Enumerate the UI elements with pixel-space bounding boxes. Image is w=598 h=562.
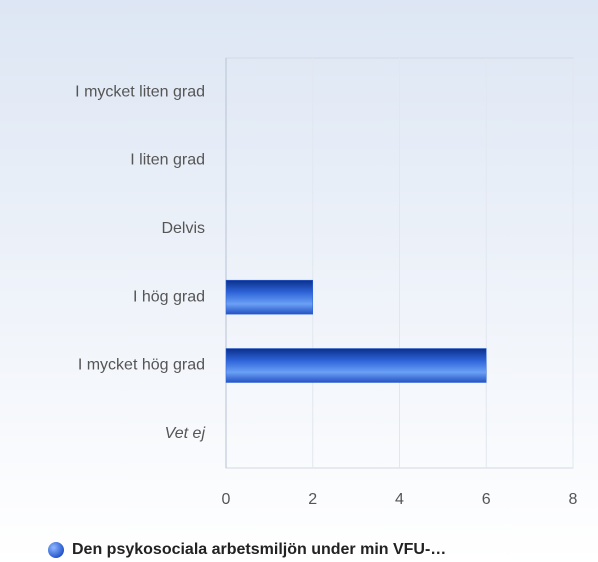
y-tick-label: Delvis [161, 220, 205, 237]
y-tick-label: Vet ej [165, 425, 206, 442]
x-tick-label: 8 [569, 491, 578, 508]
x-tick-label: 2 [308, 491, 317, 508]
legend-marker [48, 542, 64, 558]
y-tick-label: I mycket hög grad [78, 357, 205, 374]
legend-label: Den psykosociala arbetsmiljön under min … [72, 541, 446, 558]
x-tick-label: 6 [482, 491, 491, 508]
y-tick-label: I liten grad [130, 152, 205, 169]
x-tick-label: 4 [395, 491, 404, 508]
y-tick-label: I mycket liten grad [75, 83, 205, 100]
y-tick-label: I hög grad [133, 288, 205, 305]
x-tick-label: 0 [222, 491, 231, 508]
bar [225, 279, 313, 315]
bar [225, 348, 487, 383]
